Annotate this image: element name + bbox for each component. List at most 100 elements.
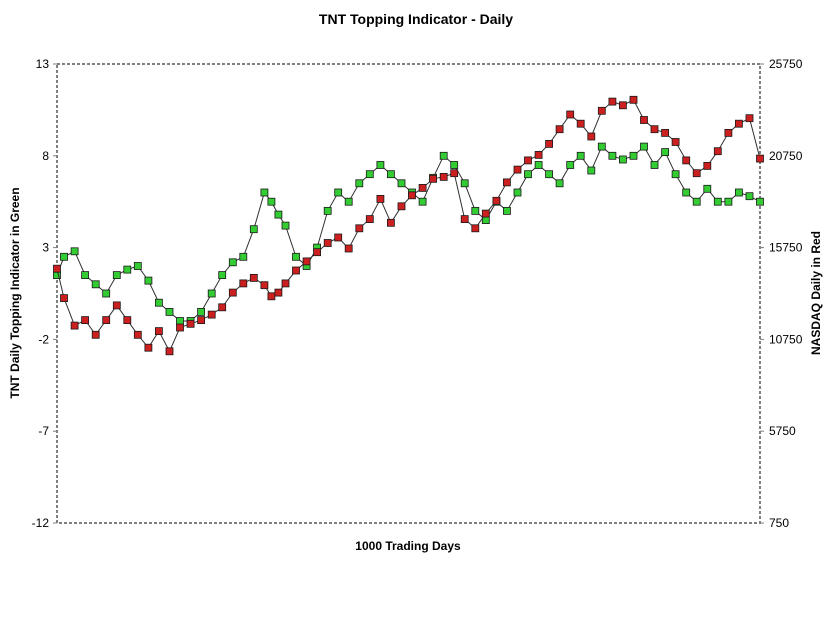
series-layer [53,95,764,356]
series-0-point [608,151,617,160]
plot-area-frame [56,63,761,524]
right-tick-label: 750 [769,516,789,530]
series-0-point [597,142,606,151]
series-1-point [692,169,701,178]
series-1-point [502,178,511,187]
series-1-point [724,128,733,137]
right-tick-label: 15750 [769,241,803,255]
series-1-point [355,224,364,233]
series-0-point [524,170,532,179]
series-line-1 [56,99,761,353]
series-1-point [165,347,174,356]
series-0-point [640,142,648,151]
series-0-point [439,151,448,160]
left-tick-label: -2 [38,332,49,346]
series-0-point [81,271,89,280]
series-1-point [460,215,469,224]
series-0-point [661,148,669,157]
series-0-point [650,161,659,169]
series-0-point [323,206,332,215]
x-axis-label: 1000 Trading Days [355,539,461,553]
series-1-point [713,147,722,156]
right-axis-ticks: 25750 20750 15750 10750 5750 750 [760,57,803,530]
series-1-point [671,138,680,146]
series-1-point [418,183,427,192]
series-1-point [587,132,596,141]
series-0-point [513,188,522,197]
series-1-point [745,114,754,123]
series-1-point [534,150,543,159]
series-0-point [555,179,564,188]
right-tick-label: 10750 [769,332,803,346]
series-1-point [91,330,100,339]
series-1-point [513,165,522,174]
series-1-point [629,95,638,104]
series-0-point [386,170,395,179]
series-0-point [534,161,543,169]
series-1-point [267,292,276,301]
series-1-point [650,125,659,134]
series-1-point [228,288,237,297]
series-0-point [355,179,364,188]
series-0-point [724,197,733,206]
series-1-point [81,316,89,325]
series-0-point [703,184,712,193]
series-0-point [102,289,111,298]
series-1-point [640,116,648,124]
series-0-point [545,170,553,179]
series-1-point [144,343,153,352]
series-1-point [207,310,216,319]
series-0-point [502,206,511,215]
series-0-point [713,197,722,206]
series-1-point [756,154,764,163]
right-tick-label: 20750 [769,149,803,163]
series-1-point [60,294,68,303]
series-0-point [418,197,427,206]
left-tick-label: 8 [42,149,49,163]
series-1-point [292,266,300,275]
series-0-point [228,258,237,267]
series-0-point [274,210,283,219]
y2-axis-label: NASDAQ Daily in Red [809,231,823,355]
series-1-point [70,321,79,330]
series-1-point [608,97,617,106]
series-0-point [735,188,743,197]
series-0-point [260,188,269,197]
series-1-point [154,327,163,336]
series-1-point [471,224,480,233]
series-0-point [133,262,142,270]
series-1-point [260,281,269,290]
series-0-point [218,271,227,280]
series-0-point [91,280,100,289]
series-1-point [597,106,606,115]
series-1-point [481,209,490,218]
series-1-point [619,101,627,110]
series-1-point [313,248,322,257]
series-1-point [376,194,385,203]
series-0-point [144,276,153,285]
series-1-point [344,244,353,253]
series-0-point [376,161,385,169]
series-0-point [629,151,638,160]
series-1-point [576,119,585,128]
series-1-point [323,239,332,247]
series-0-point [249,225,258,234]
left-tick-label: -12 [32,516,50,530]
series-0-point [267,197,276,206]
series-1-point [53,264,61,273]
series-1-point [524,156,532,165]
y-axis-label: TNT Daily Topping Indicator in Green [8,187,22,398]
series-1-point [281,279,290,288]
right-tick-label: 5750 [769,424,796,438]
series-1-point [218,303,227,312]
series-0-point [281,221,290,230]
series-1-point [386,218,395,227]
series-0-point [154,298,163,307]
series-0-point [756,197,764,206]
series-1-point [408,191,416,200]
series-line-0 [56,145,761,322]
series-1-point [334,233,343,242]
series-1-point [186,319,195,328]
series-1-point [302,257,311,266]
series-1-point [429,174,438,183]
